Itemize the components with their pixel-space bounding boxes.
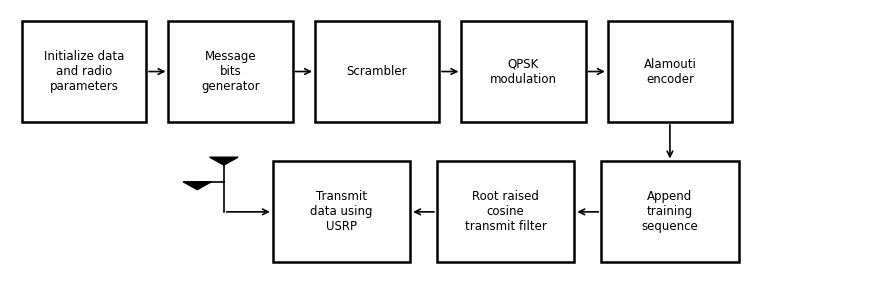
Text: Scrambler: Scrambler (347, 65, 408, 78)
FancyBboxPatch shape (607, 21, 732, 122)
Text: Initialize data
and radio
parameters: Initialize data and radio parameters (44, 50, 125, 93)
Text: Transmit
data using
USRP: Transmit data using USRP (310, 190, 373, 233)
Text: Alamouti
encoder: Alamouti encoder (643, 58, 696, 86)
FancyBboxPatch shape (168, 21, 293, 122)
FancyBboxPatch shape (272, 161, 410, 262)
FancyBboxPatch shape (601, 161, 738, 262)
FancyBboxPatch shape (437, 161, 574, 262)
FancyBboxPatch shape (314, 21, 439, 122)
Text: Message
bits
generator: Message bits generator (202, 50, 260, 93)
Polygon shape (183, 182, 211, 190)
Text: Root raised
cosine
transmit filter: Root raised cosine transmit filter (465, 190, 547, 233)
FancyBboxPatch shape (461, 21, 586, 122)
Text: QPSK
modulation: QPSK modulation (490, 58, 557, 86)
Text: Append
training
sequence: Append training sequence (642, 190, 698, 233)
FancyBboxPatch shape (22, 21, 146, 122)
Polygon shape (210, 157, 238, 165)
